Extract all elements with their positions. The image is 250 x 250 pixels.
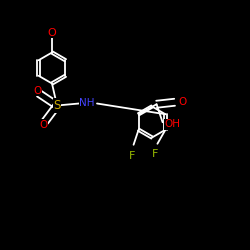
- Text: NH: NH: [79, 98, 95, 108]
- Text: OH: OH: [164, 119, 180, 129]
- Text: O: O: [39, 120, 47, 130]
- Text: O: O: [178, 97, 187, 107]
- Text: F: F: [152, 149, 158, 159]
- Text: F: F: [128, 151, 135, 161]
- Text: O: O: [33, 86, 41, 96]
- Text: O: O: [48, 28, 56, 38]
- Text: S: S: [53, 99, 61, 112]
